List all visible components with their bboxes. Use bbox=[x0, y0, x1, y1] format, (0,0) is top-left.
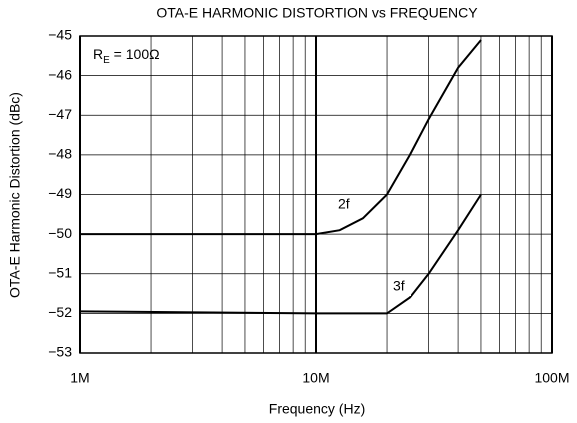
x-tick-label: 1M bbox=[70, 370, 89, 386]
series-label-bg bbox=[391, 278, 411, 296]
y-axis-label: OTA-E Harmonic Distortion (dBc) bbox=[7, 92, 23, 298]
x-axis-label: Frequency (Hz) bbox=[269, 401, 365, 417]
y-tick-label: −52 bbox=[48, 304, 72, 320]
series-label: 2f bbox=[338, 196, 350, 212]
plot-frame bbox=[79, 35, 553, 354]
series-label-bg bbox=[336, 196, 356, 214]
series-line bbox=[79, 193, 482, 315]
y-tick-label: −49 bbox=[48, 185, 72, 201]
series-label: 3f bbox=[393, 278, 405, 294]
annotation-rest: = 100Ω bbox=[110, 46, 160, 62]
y-tick-label: −45 bbox=[48, 27, 72, 43]
y-tick-label: −50 bbox=[48, 225, 72, 241]
y-tick-label: −48 bbox=[48, 146, 72, 162]
chart-title: OTA-E HARMONIC DISTORTION vs FREQUENCY bbox=[156, 5, 478, 21]
y-tick-label: −53 bbox=[48, 344, 72, 360]
annotation-main: R bbox=[93, 46, 103, 62]
annotation-sub: E bbox=[103, 55, 110, 66]
y-tick-label: −51 bbox=[48, 264, 72, 280]
series-line bbox=[80, 39, 482, 236]
x-tick-label: 10M bbox=[302, 370, 329, 386]
x-tick-label: 100M bbox=[534, 370, 569, 386]
y-tick-label: −46 bbox=[48, 66, 72, 82]
annotation: RE = 100Ω bbox=[93, 46, 160, 66]
y-tick-label: −47 bbox=[48, 106, 72, 122]
